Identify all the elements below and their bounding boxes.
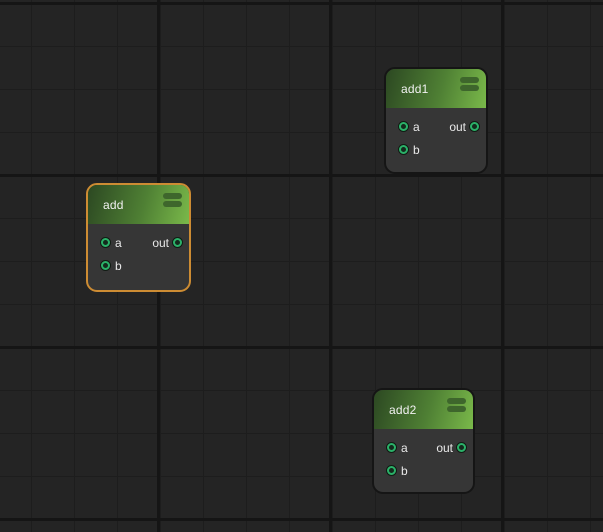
node-header[interactable]: add — [88, 185, 189, 224]
output-port-label: out — [436, 440, 453, 455]
output-port-out[interactable] — [173, 238, 182, 247]
node-add[interactable]: add a out b — [86, 183, 191, 292]
input-port-label: b — [401, 463, 408, 478]
port-row: b — [387, 459, 466, 482]
input-port-label: a — [115, 235, 122, 250]
input-port-label: b — [115, 258, 122, 273]
port-row: b — [399, 138, 479, 161]
port-row: b — [101, 254, 182, 277]
node-title: add — [103, 197, 124, 212]
input-port-label: a — [413, 119, 420, 134]
node-title: add1 — [401, 81, 429, 96]
node-add1[interactable]: add1 a out b — [384, 67, 488, 174]
output-port-out[interactable] — [470, 122, 479, 131]
port-row: a out — [399, 115, 479, 138]
port-row: a out — [387, 436, 466, 459]
input-port-b[interactable] — [399, 145, 408, 154]
node-body: a out b — [88, 224, 189, 277]
output-port-label: out — [152, 235, 169, 250]
input-port-b[interactable] — [101, 261, 110, 270]
node-header[interactable]: add2 — [374, 390, 473, 429]
output-port-label: out — [449, 119, 466, 134]
input-port-a[interactable] — [101, 238, 110, 247]
node-body: a out b — [374, 429, 473, 482]
input-port-a[interactable] — [399, 122, 408, 131]
collapse-bars-icon[interactable] — [460, 77, 479, 91]
node-header[interactable]: add1 — [386, 69, 486, 108]
input-port-a[interactable] — [387, 443, 396, 452]
output-port-out[interactable] — [457, 443, 466, 452]
port-row: a out — [101, 231, 182, 254]
collapse-bars-icon[interactable] — [447, 398, 466, 412]
input-port-label: a — [401, 440, 408, 455]
collapse-bars-icon[interactable] — [163, 193, 182, 207]
input-port-label: b — [413, 142, 420, 157]
input-port-b[interactable] — [387, 466, 396, 475]
node-title: add2 — [389, 402, 417, 417]
node-add2[interactable]: add2 a out b — [372, 388, 475, 494]
node-body: a out b — [386, 108, 486, 161]
